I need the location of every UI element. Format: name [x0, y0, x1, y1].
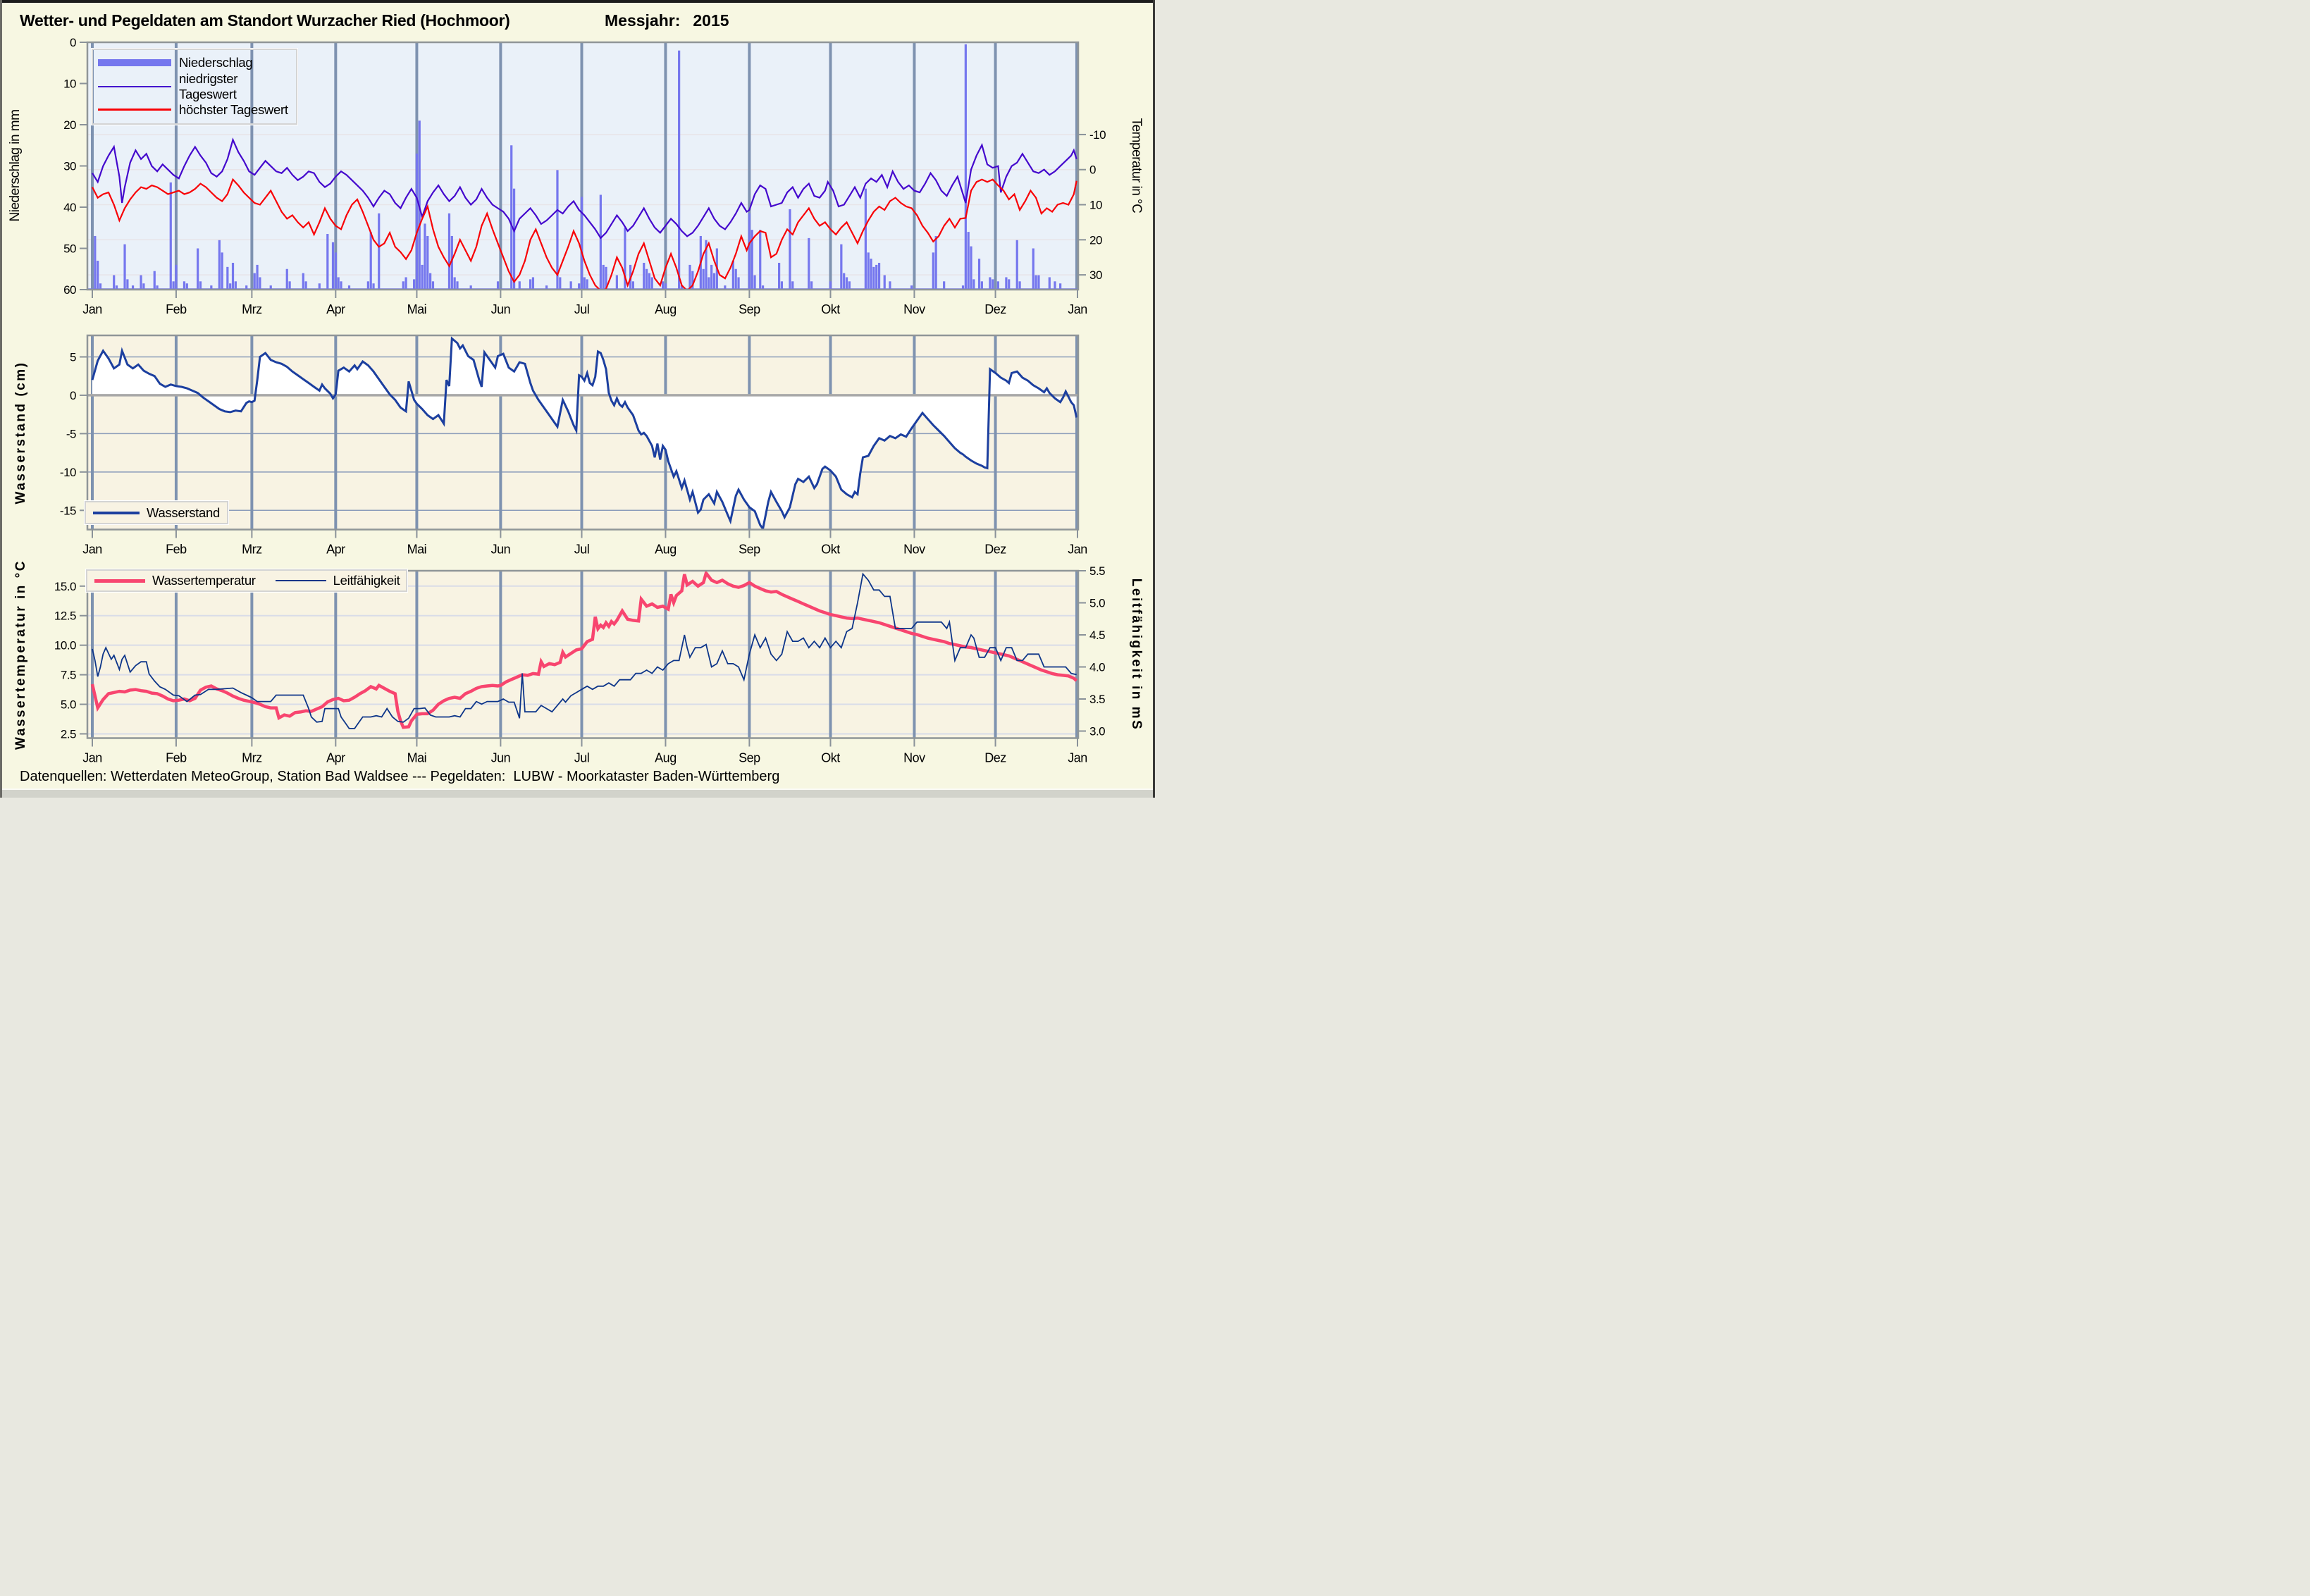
svg-text:Mrz: Mrz: [242, 751, 262, 765]
svg-text:3.0: 3.0: [1089, 724, 1105, 738]
svg-text:10: 10: [1089, 199, 1102, 212]
window-border-right: [1153, 0, 1155, 798]
svg-text:7.5: 7.5: [61, 669, 76, 682]
legend-swatch-water-temperature: [94, 579, 145, 583]
svg-text:Jun: Jun: [491, 302, 511, 316]
svg-text:Mai: Mai: [407, 302, 427, 316]
svg-text:10.0: 10.0: [54, 639, 76, 652]
svg-text:30: 30: [1089, 268, 1102, 282]
svg-text:60: 60: [63, 283, 76, 297]
svg-text:0: 0: [70, 36, 76, 49]
svg-text:Nov: Nov: [903, 302, 925, 316]
svg-text:0: 0: [70, 389, 76, 402]
panel-pegel: [87, 335, 1078, 530]
svg-text:4.5: 4.5: [1089, 629, 1105, 642]
svg-text:Jul: Jul: [574, 543, 590, 557]
window-border-top: [0, 0, 1155, 3]
svg-text:-15: -15: [60, 504, 76, 517]
svg-text:Jan: Jan: [1068, 543, 1087, 557]
data-sources-footer: Datenquellen: Wetterdaten MeteoGroup, St…: [20, 769, 780, 784]
legend-label-tmax: höchster Tageswert: [179, 101, 288, 117]
legend-label-precipitation: Niederschlag: [179, 55, 253, 70]
legend-water-temp-conductivity: Wassertemperatur Leitfähigkeit: [86, 569, 407, 592]
legend-swatch-conductivity: [275, 580, 326, 581]
svg-text:Okt: Okt: [821, 543, 840, 557]
svg-text:50: 50: [63, 242, 76, 256]
panel-weather: [87, 42, 1078, 290]
svg-text:-10: -10: [60, 466, 76, 479]
svg-text:Jul: Jul: [574, 751, 590, 765]
svg-text:Okt: Okt: [821, 751, 840, 765]
svg-text:2.5: 2.5: [61, 727, 76, 741]
svg-text:Jun: Jun: [491, 543, 511, 557]
svg-text:Aug: Aug: [655, 751, 677, 765]
svg-text:Aug: Aug: [655, 302, 677, 316]
report-page: Wetter- und Pegeldaten am Standort Wurza…: [0, 0, 1155, 798]
legend-label-conductivity: Leitfähigkeit: [333, 573, 400, 588]
svg-text:Nov: Nov: [903, 751, 925, 765]
svg-text:Feb: Feb: [166, 543, 187, 557]
svg-text:Mai: Mai: [407, 543, 427, 557]
svg-text:Sep: Sep: [739, 302, 760, 316]
svg-text:Apr: Apr: [326, 543, 345, 557]
legend-swatch-water-level: [93, 511, 140, 514]
svg-text:5.0: 5.0: [1089, 596, 1105, 610]
svg-text:Mrz: Mrz: [242, 302, 262, 316]
svg-text:5.5: 5.5: [1089, 564, 1105, 578]
svg-text:Jan: Jan: [82, 302, 102, 316]
svg-text:Jan: Jan: [1068, 751, 1087, 765]
legend-label-water-level: Wasserstand: [147, 505, 220, 520]
svg-text:Feb: Feb: [166, 302, 187, 316]
svg-text:Nov: Nov: [903, 543, 925, 557]
svg-text:Feb: Feb: [166, 751, 187, 765]
legend-swatch-tmin: [98, 85, 171, 87]
svg-text:10: 10: [63, 78, 76, 91]
legend-swatch-tmax: [98, 109, 171, 111]
page-title: Wetter- und Pegeldaten am Standort Wurza…: [20, 11, 510, 30]
svg-text:Sep: Sep: [739, 543, 760, 557]
svg-text:30: 30: [63, 160, 76, 173]
svg-text:Sep: Sep: [739, 751, 760, 765]
svg-text:Jun: Jun: [491, 751, 511, 765]
svg-text:20: 20: [63, 118, 76, 132]
svg-text:3.5: 3.5: [1089, 693, 1105, 706]
svg-text:Dez: Dez: [984, 302, 1006, 316]
svg-text:5.0: 5.0: [61, 698, 76, 712]
svg-text:Mrz: Mrz: [242, 543, 262, 557]
svg-text:-5: -5: [66, 427, 76, 440]
panel-wassertemp-leitfaehigkeit: [87, 571, 1078, 738]
svg-text:Jan: Jan: [82, 543, 102, 557]
svg-text:-10: -10: [1089, 128, 1106, 142]
window-bottom-bar: [0, 788, 1155, 798]
svg-text:15.0: 15.0: [54, 580, 76, 593]
svg-text:Okt: Okt: [821, 302, 840, 316]
svg-text:12.5: 12.5: [54, 610, 76, 623]
svg-text:Dez: Dez: [984, 543, 1006, 557]
window-border-left: [0, 0, 2, 798]
messjahr-label: Messjahr:: [605, 11, 681, 30]
svg-text:5: 5: [70, 350, 76, 364]
svg-text:Apr: Apr: [326, 751, 345, 765]
svg-text:Jan: Jan: [82, 751, 102, 765]
messjahr-value: 2015: [693, 11, 729, 30]
svg-text:20: 20: [1089, 233, 1102, 247]
legend-swatch-precipitation: [98, 59, 171, 66]
svg-text:0: 0: [1089, 163, 1096, 177]
svg-text:Mai: Mai: [407, 751, 427, 765]
svg-text:Aug: Aug: [655, 543, 677, 557]
legend-label-water-temperature: Wassertemperatur: [152, 573, 256, 588]
svg-text:Apr: Apr: [326, 302, 345, 316]
svg-text:Dez: Dez: [984, 751, 1006, 765]
svg-text:40: 40: [63, 201, 76, 214]
measurement-year: Messjahr: 2015: [605, 11, 729, 30]
legend-water-level: Wasserstand: [85, 501, 228, 524]
svg-text:Jul: Jul: [574, 302, 590, 316]
svg-text:4.0: 4.0: [1089, 660, 1105, 674]
svg-text:Jan: Jan: [1068, 302, 1087, 316]
legend-weather: Niederschlag niedrigster Tageswert höchs…: [92, 49, 297, 125]
legend-label-tmin: niedrigster Tageswert: [179, 70, 238, 101]
